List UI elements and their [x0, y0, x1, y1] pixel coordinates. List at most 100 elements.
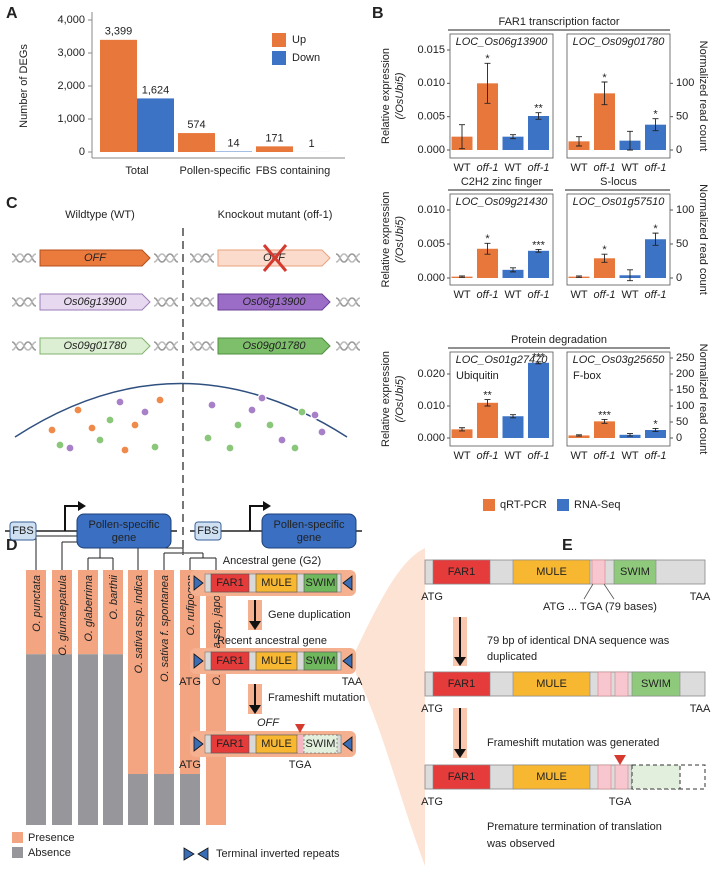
significance: * [485, 233, 490, 245]
legend-swatch [272, 33, 286, 47]
data-label: 14 [227, 137, 239, 149]
protein-dot [207, 400, 217, 410]
codon-label: ATG [421, 591, 443, 603]
inverted-repeat [342, 736, 353, 752]
significance: ** [483, 390, 492, 402]
error-bar [535, 248, 542, 253]
protein-dot [115, 397, 125, 407]
gene-arrow [39, 249, 151, 267]
bar-segment [52, 654, 72, 825]
dna-icon [153, 297, 179, 307]
domain-label: SWIM [620, 566, 650, 578]
legend-tir [183, 847, 195, 861]
stop-marker [614, 755, 626, 765]
domain [303, 651, 338, 671]
domain-label: MULE [261, 655, 292, 667]
duplicated-segment [298, 735, 303, 753]
panel-letter: E [562, 537, 573, 554]
error-bar [484, 62, 491, 104]
x-tick-label: WT [453, 289, 470, 301]
panel-letter: D [6, 537, 18, 554]
protein-dot [297, 407, 307, 417]
plot-frame [566, 351, 671, 447]
significance: ** [534, 103, 543, 115]
protein-dot [310, 410, 320, 420]
column-title: Wildtype (WT) [65, 209, 135, 221]
tss-arrow [64, 505, 79, 531]
inverted-repeat [342, 653, 353, 669]
domain-label: MULE [536, 566, 567, 578]
y-tick-label: 4,000 [57, 14, 85, 26]
error-bar [459, 275, 465, 278]
data-label: 1,624 [142, 84, 170, 96]
y-tick-label: 0.010 [417, 400, 445, 412]
codon-label: TAA [690, 591, 711, 603]
dna-icon [11, 253, 37, 263]
error-bar [510, 414, 516, 419]
x-tick-label: FBS containing [256, 165, 331, 177]
column-title: Knockout mutant (off-1) [218, 209, 333, 221]
bar [477, 83, 498, 150]
bar [100, 39, 137, 152]
plot-frame [449, 193, 554, 286]
domain-label: FAR1 [448, 678, 476, 690]
legend-swatch [557, 499, 569, 511]
target-gene-label: gene [112, 532, 136, 544]
bar [502, 269, 524, 278]
legend-label: Terminal inverted repeats [216, 848, 340, 860]
y-axis-label: (/OsUbi5) [394, 216, 406, 263]
plot-frame [566, 33, 671, 159]
legend-swatch [12, 832, 23, 843]
insert-label: ATG ... TGA (79 bases) [543, 601, 657, 613]
error-bar [652, 118, 659, 132]
duplicated-segment [614, 764, 629, 790]
panel-letter: A [6, 5, 18, 22]
y2-axis-label: Normalized read count [697, 41, 709, 152]
gene-arrow [39, 337, 151, 355]
bar [451, 429, 473, 438]
y-tick-label: 0.005 [417, 238, 445, 250]
data-label: 574 [187, 119, 205, 131]
protein-dot [233, 420, 243, 430]
domain [512, 559, 591, 585]
x-tick-label: off-1 [644, 162, 666, 174]
x-tick-label: WT [453, 450, 470, 462]
lost-domain [631, 764, 681, 790]
y-tick-label: 0.010 [417, 77, 445, 89]
inverted-repeat [193, 653, 204, 669]
y-axis-label: Relative expression [380, 48, 392, 144]
protein-dot [105, 415, 115, 425]
codon-label: TGA [609, 796, 632, 808]
zoom-wedge [356, 548, 425, 866]
dna-icon [153, 341, 179, 351]
x-tick-label: off-1 [527, 450, 549, 462]
protein-dot [203, 433, 213, 443]
bar [502, 136, 524, 150]
error-bar [627, 130, 633, 151]
y-tick-label: 0.000 [417, 432, 445, 444]
domain-label: FAR1 [448, 771, 476, 783]
x-tick-label: WT [570, 162, 587, 174]
facet-title: C2H2 zinc finger [461, 176, 543, 188]
domain [303, 734, 338, 754]
dna-icon [189, 253, 215, 263]
error-bar [601, 253, 608, 263]
domain [512, 764, 591, 790]
y-tick-label: 0 [79, 146, 85, 158]
domain [255, 651, 298, 671]
promoter-label: FBS [12, 525, 33, 537]
gene-note: Ubiquitin [456, 370, 499, 382]
bar [477, 248, 498, 278]
bar [502, 416, 524, 438]
bar-segment [78, 654, 98, 825]
dna-icon [189, 297, 215, 307]
gene-label: LOC_Os01g27470 [456, 354, 549, 366]
y2-tick-label: 0 [676, 144, 682, 156]
dna-icon [11, 297, 37, 307]
domain-label: FAR1 [448, 566, 476, 578]
legend-swatch [272, 51, 286, 65]
arrow-head [249, 621, 261, 630]
bar-segment [128, 570, 148, 774]
gene-name: Os06g13900 [64, 296, 128, 308]
